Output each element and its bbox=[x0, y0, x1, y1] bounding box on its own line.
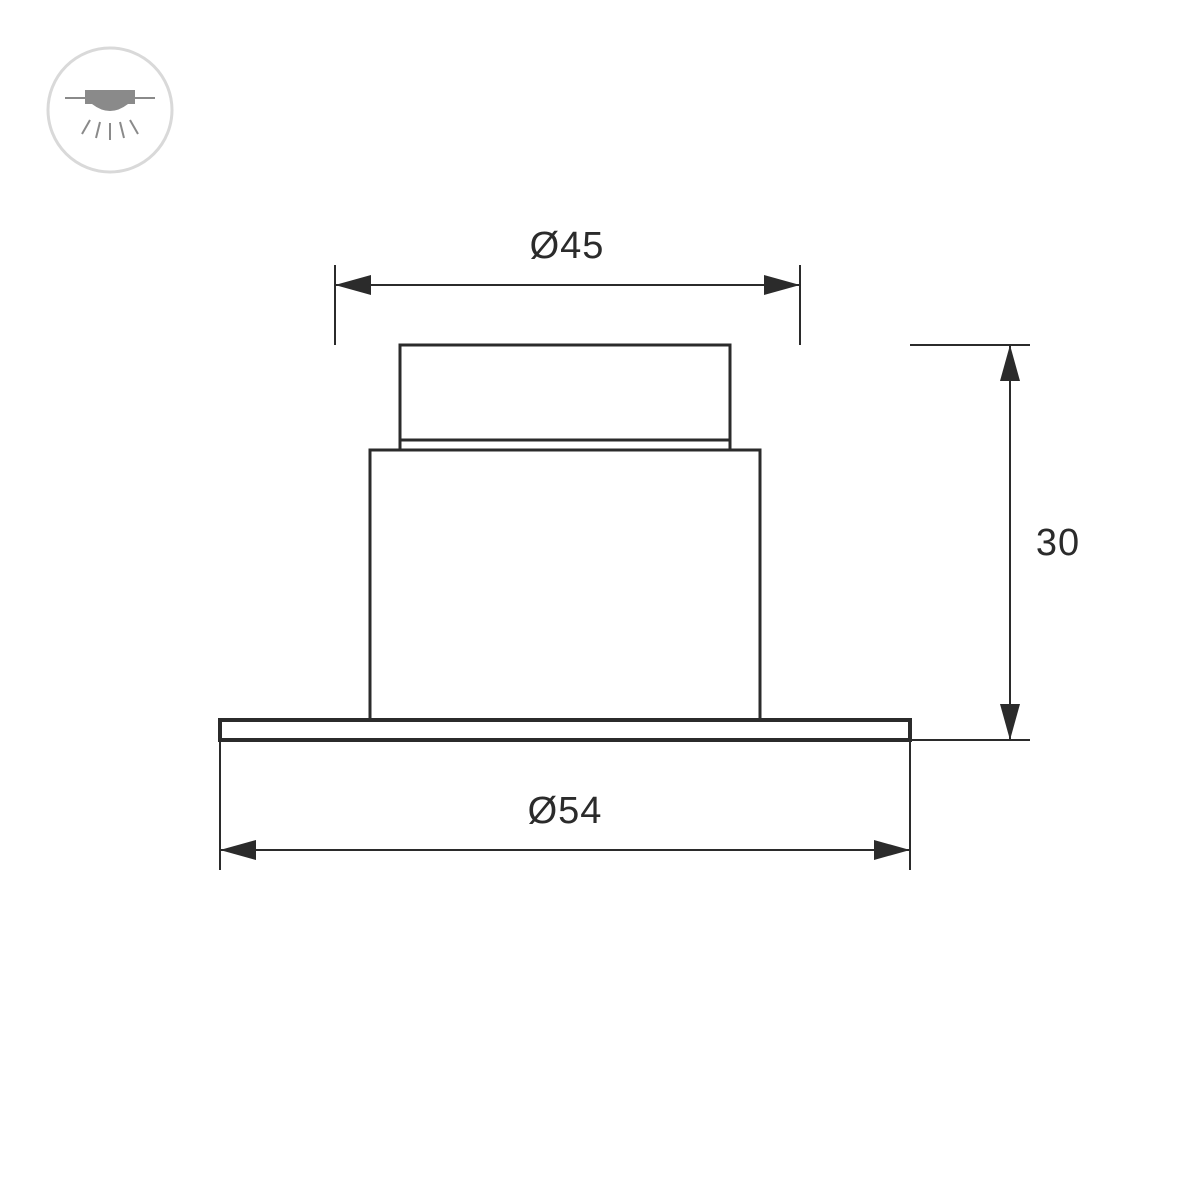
dimension-right: 30 bbox=[910, 345, 1080, 740]
dimension-bottom: Ø54 bbox=[220, 740, 910, 870]
dimension-bottom-label: Ø54 bbox=[528, 790, 603, 832]
arrow-right-icon bbox=[764, 275, 800, 295]
part-outline bbox=[220, 345, 910, 740]
dimension-top-label: Ø45 bbox=[530, 225, 605, 267]
arrow-right-icon bbox=[874, 840, 910, 860]
arrow-left-icon bbox=[220, 840, 256, 860]
arrow-left-icon bbox=[335, 275, 371, 295]
arrow-down-icon bbox=[1000, 704, 1020, 740]
dimension-right-label: 30 bbox=[1036, 522, 1080, 564]
arrow-up-icon bbox=[1000, 345, 1020, 381]
dimension-drawing: Ø45 Ø54 30 bbox=[0, 0, 1200, 1200]
recessed-downlight-icon bbox=[48, 48, 172, 172]
dimension-top: Ø45 bbox=[335, 225, 800, 345]
